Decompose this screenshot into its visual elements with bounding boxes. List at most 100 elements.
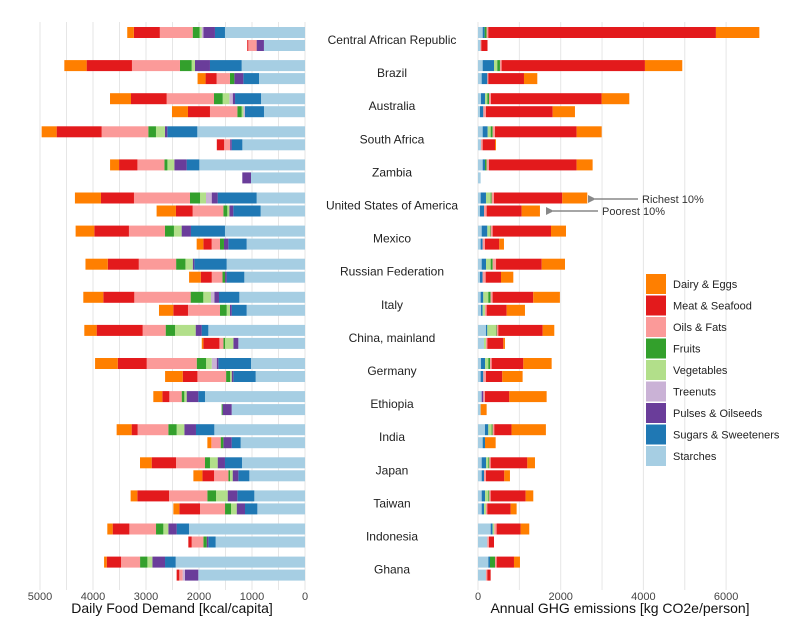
bar-segment-oils-fats-poorest xyxy=(211,238,220,250)
legend-swatch xyxy=(646,424,666,445)
bar-segment-meat-seafood-poorest xyxy=(176,569,180,581)
bar-segment-fruits-poorest xyxy=(222,271,226,283)
bar-segment-oils-fats-richest xyxy=(486,27,489,38)
bar-segment-pulses-oilseeds-poorest xyxy=(222,404,232,416)
bar-segment-starches-poorest xyxy=(478,205,480,217)
bar-segment-dairy-eggs-poorest xyxy=(196,238,204,250)
bar-segment-oils-fats-poorest xyxy=(483,470,486,482)
x-tick-label: 2000 xyxy=(548,591,572,603)
legend-swatch xyxy=(646,338,666,359)
bar-segment-dairy-eggs-richest xyxy=(127,27,134,38)
bar-segment-treenuts-richest xyxy=(205,192,212,204)
bar-segment-fruits-richest xyxy=(176,258,186,270)
bar-segment-vegetables-richest xyxy=(203,291,211,303)
bar-segment-meat-seafood-richest xyxy=(494,126,577,138)
bar-segment-dairy-eggs-richest xyxy=(83,291,104,303)
bar-segment-fruits-richest xyxy=(488,358,490,369)
bar-segment-meat-seafood-poorest xyxy=(485,271,501,283)
bar-segment-vegetables-richest xyxy=(486,457,489,469)
bar-segment-dairy-eggs-richest xyxy=(130,490,138,502)
bar-segment-meat-seafood-poorest xyxy=(487,503,511,515)
bar-segment-vegetables-poorest xyxy=(225,337,234,349)
bar-segment-starches-richest xyxy=(239,291,305,303)
legend-swatch xyxy=(646,403,666,423)
bar-segment-oils-fats-poorest xyxy=(192,205,224,217)
bar-segment-dairy-eggs-richest xyxy=(75,225,95,237)
bar-segment-fruits-richest xyxy=(497,60,500,72)
bar-segment-vegetables-poorest xyxy=(230,470,233,482)
bar-segment-meat-seafood-richest xyxy=(162,391,170,403)
legend-label: Oils & Fats xyxy=(673,322,727,334)
bar-segment-vegetables-richest xyxy=(200,192,206,204)
bar-segment-starches-poorest xyxy=(478,503,482,515)
bar-segment-oils-fats-richest xyxy=(488,93,491,105)
bar-segment-meat-seafood-poorest xyxy=(485,106,553,118)
legend-label: Sugars & Sweeteners xyxy=(673,430,780,442)
bar-segment-vegetables-richest xyxy=(487,324,496,336)
bar-segment-dairy-eggs-poorest xyxy=(171,106,188,118)
bar-segment-sugars-sweeteners-richest xyxy=(167,126,198,138)
bar-segment-starches-richest xyxy=(478,324,486,336)
bar-segment-starches-richest xyxy=(241,60,305,72)
bar-segment-sugars-sweeteners-richest xyxy=(482,60,495,72)
bar-segment-oils-fats-poorest xyxy=(482,238,485,250)
bar-segment-starches-richest xyxy=(478,358,482,369)
bar-segment-starches-poorest xyxy=(478,304,482,316)
bar-segment-sugars-sweeteners-richest xyxy=(198,391,205,403)
bar-segment-sugars-sweeteners-richest xyxy=(490,523,493,535)
bar-segment-sugars-sweeteners-richest xyxy=(481,225,488,237)
bar-segment-sugars-sweeteners-richest xyxy=(190,225,225,237)
bar-segment-starches-richest xyxy=(478,457,482,469)
bar-segment-dairy-eggs-richest xyxy=(64,60,87,72)
x-tick-label: 2000 xyxy=(187,591,211,603)
bar-segment-meat-seafood-richest xyxy=(491,358,524,369)
bar-segment-oils-fats-richest xyxy=(496,324,499,336)
bar-segment-vegetables-richest xyxy=(216,490,228,502)
bar-segment-starches-richest xyxy=(478,523,491,535)
bar-segment-vegetables-richest xyxy=(486,258,491,270)
bar-segment-starches-richest xyxy=(478,27,483,38)
bar-segment-oils-fats-poorest xyxy=(179,569,183,581)
bar-segment-oils-fats-poorest xyxy=(485,503,488,515)
bar-segment-meat-seafood-poorest xyxy=(179,503,201,515)
bar-segment-vegetables-poorest xyxy=(483,503,486,515)
bar-segment-starches-richest xyxy=(478,556,489,568)
bar-segment-pulses-oilseeds-poorest xyxy=(231,371,234,382)
bar-segment-oils-fats-richest xyxy=(492,424,495,436)
bar-segment-vegetables-richest xyxy=(199,27,202,38)
bar-segment-starches-richest xyxy=(199,159,305,171)
bar-segment-starches-poorest xyxy=(260,205,305,217)
bar-segment-sugars-sweeteners-poorest xyxy=(245,503,258,515)
bar-segment-starches-richest xyxy=(224,27,305,38)
bar-segment-fruits-richest xyxy=(189,192,201,204)
bar-segment-starches-poorest xyxy=(238,337,305,349)
bar-segment-pulses-oilseeds-richest xyxy=(227,490,238,502)
bar-segment-fruits-richest xyxy=(192,27,200,38)
bar-segment-starches-poorest xyxy=(198,569,305,581)
legend-label: Fruits xyxy=(673,344,701,356)
bar-segment-pulses-oilseeds-poorest xyxy=(206,536,209,548)
legend: Dairy & Eggs Meat & Seafood Oils & Fats Fru… xyxy=(646,274,780,466)
legend-label: Vegetables xyxy=(673,365,728,377)
legend-swatch xyxy=(646,274,666,294)
bar-segment-oils-fats-richest xyxy=(142,324,166,336)
left-x-axis-title: Daily Food Demand [kcal/capita] xyxy=(71,600,273,616)
bar-segment-meat-seafood-poorest xyxy=(482,139,495,151)
bar-segment-sugars-sweeteners-poorest xyxy=(481,470,484,482)
bar-segment-pulses-oilseeds-richest xyxy=(192,258,195,270)
bar-segment-dairy-eggs-poorest xyxy=(201,337,204,349)
bar-segment-oils-fats-richest xyxy=(169,391,182,403)
bar-segment-vegetables-poorest xyxy=(483,337,486,349)
bar-segment-meat-seafood-richest xyxy=(86,60,132,72)
bar-segment-oils-fats-richest xyxy=(169,490,208,502)
bar-segment-dairy-eggs-poorest xyxy=(523,73,538,85)
bar-segment-oils-fats-richest xyxy=(494,523,497,535)
bar-segment-dairy-eggs-poorest xyxy=(502,371,523,382)
bar-segment-dairy-eggs-richest xyxy=(715,27,760,38)
bar-segment-pulses-oilseeds-richest xyxy=(168,523,177,535)
bar-segment-pulses-oilseeds-richest xyxy=(214,291,219,303)
bar-segment-meat-seafood-poorest xyxy=(487,569,491,581)
bar-segment-vegetables-richest xyxy=(173,225,182,237)
bar-segment-pulses-oilseeds-poorest xyxy=(225,271,227,283)
